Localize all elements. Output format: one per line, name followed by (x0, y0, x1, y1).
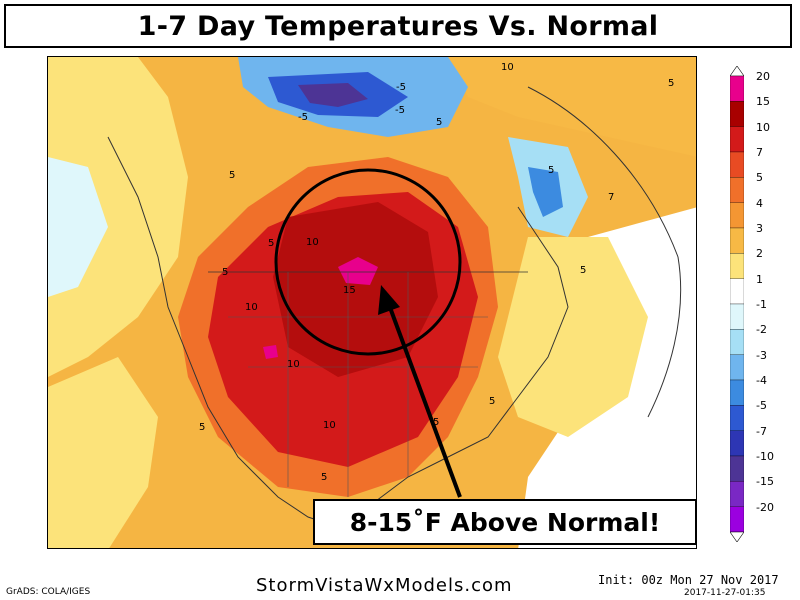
scale-cell (730, 278, 744, 305)
scale-label: -4 (756, 374, 767, 387)
scale-cell (730, 481, 744, 507)
contour-label-15: 15 (343, 285, 356, 296)
anomaly-zone-purple-north (298, 83, 368, 107)
scale-cell (730, 354, 744, 381)
contour-label-neg5-west: -5 (298, 112, 308, 123)
contour-label-5-west: 5 (268, 238, 275, 249)
anomaly-zone-cyan-pacific (48, 157, 108, 297)
contour-label-5-pacific: 5 (199, 422, 206, 433)
scale-label: 20 (756, 70, 770, 83)
scale-cell (730, 253, 744, 279)
state-borders (228, 272, 488, 497)
scale-cell (730, 303, 744, 330)
scale-label: -10 (756, 450, 774, 463)
page-title: 1-7 Day Temperatures Vs. Normal (137, 10, 659, 42)
scale-cell (730, 379, 744, 406)
scale-cell (730, 329, 744, 355)
scale-label: -3 (756, 348, 767, 362)
scale-cell (730, 177, 744, 203)
scale-cell (730, 227, 744, 254)
run-timestamp: 2017-11-27-01:35 (684, 588, 766, 598)
scale-label: -20 (756, 500, 774, 514)
scale-cap-bottom (730, 531, 744, 542)
anomaly-zone-magenta-small (263, 345, 278, 359)
scale-cap-top (730, 66, 744, 77)
scale-label: 1 (756, 272, 763, 286)
contour-label-10-north: 10 (501, 62, 514, 73)
contour-label-5-far-ne: 5 (548, 165, 555, 176)
scale-cell (730, 151, 744, 178)
contour-label-10-center: 10 (306, 237, 319, 248)
scale-cell (730, 202, 744, 229)
scale-label: -7 (756, 424, 767, 438)
callout-arrow-line (386, 301, 462, 498)
contour-label-10-west: 10 (245, 302, 258, 313)
contour-label-5-nc: 5 (436, 117, 443, 128)
init-time: Init: 00z Mon 27 Nov 2017 (598, 573, 779, 587)
callout-arrow-head (378, 285, 400, 315)
callout-box: 8-15˚F Above Normal! (313, 499, 697, 545)
contour-label-5-gulf: 5 (433, 417, 440, 428)
contour-line-east (527, 86, 682, 418)
contour-label-7-east: 7 (608, 192, 615, 203)
scale-label: -1 (756, 298, 767, 311)
scale-cell (730, 405, 744, 431)
scale-label: -2 (756, 323, 767, 337)
scale-cell (730, 506, 744, 533)
color-scale-bar (730, 66, 744, 542)
contour-label-neg5-north: -5 (395, 105, 405, 116)
scale-cell (730, 101, 744, 127)
scale-label: -5 (756, 399, 767, 413)
scale-label: 7 (756, 146, 763, 159)
scale-label: 10 (756, 120, 770, 134)
scale-label: 4 (756, 196, 763, 210)
anomaly-zone-amber-north (448, 57, 696, 157)
scale-label: 3 (756, 222, 763, 235)
scale-label: 5 (756, 171, 763, 185)
contour-label-5-mexico: 5 (321, 472, 328, 483)
temperature-anomaly-map (47, 56, 697, 549)
contour-label-5-nw: 5 (229, 170, 236, 181)
scale-cell (730, 126, 744, 153)
anomaly-zone-darkred-warm (273, 202, 438, 377)
contour-label-5-ne: 5 (668, 78, 675, 89)
callout-text: 8-15˚F Above Normal! (349, 507, 661, 537)
grads-credit: GrADS: COLA/IGES (6, 587, 91, 597)
title-banner: 1-7 Day Temperatures Vs. Normal (4, 4, 792, 48)
anomaly-zone-blue-east (528, 167, 563, 217)
scale-label: 15 (756, 95, 770, 109)
anomaly-zone-yellow-sw (48, 357, 158, 548)
site-name: StormVistaWxModels.com (256, 575, 513, 596)
contour-label-5-se: 5 (489, 396, 496, 407)
contour-label-10-sw: 10 (287, 359, 300, 370)
scale-label: -15 (756, 475, 774, 489)
contour-label-5-baja: 5 (580, 265, 587, 276)
contour-label-10-south: 10 (323, 420, 336, 431)
scale-cell (730, 75, 744, 102)
scale-cell (730, 430, 744, 457)
highlight-circle (274, 168, 462, 356)
contour-label-5-rockies: 5 (222, 267, 229, 278)
scale-label: 2 (756, 247, 763, 261)
anomaly-zone-yellow-east (498, 237, 648, 437)
scale-cell (730, 455, 744, 482)
map-svg (48, 57, 696, 548)
anomaly-zone-yellow-west (48, 57, 188, 377)
contour-label-neg5-center: -5 (396, 82, 406, 93)
